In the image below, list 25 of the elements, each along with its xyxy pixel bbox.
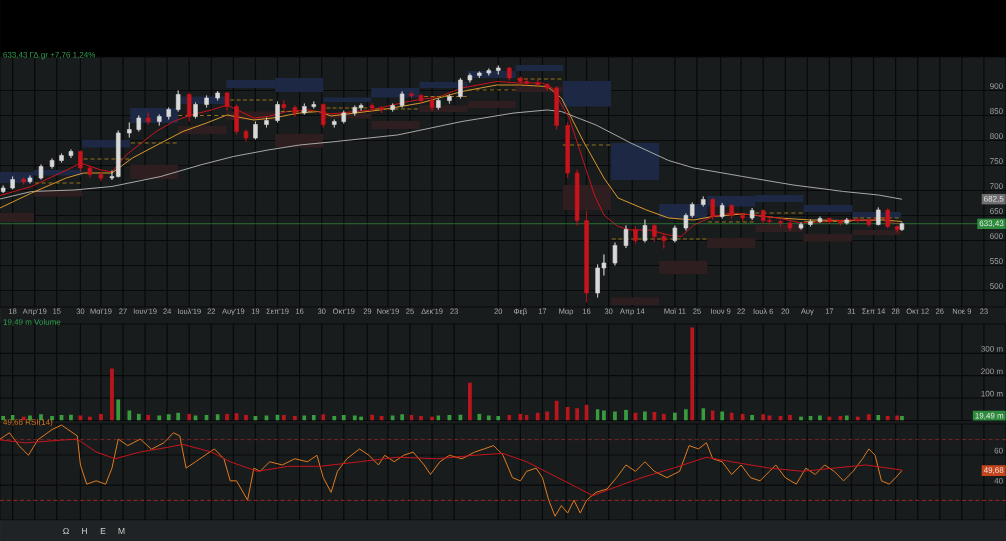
annotation: 682,5 <box>984 195 1004 203</box>
chart-title: 19,49 m Volume <box>3 318 61 326</box>
y-tick-label: 900 <box>990 83 1003 89</box>
y-tick-label: 200 m <box>981 368 1003 375</box>
y-tick-label: 550 <box>990 258 1003 264</box>
y-tick-label: 300 m <box>981 346 1003 352</box>
text: Μ <box>118 528 125 534</box>
y-tick-label: 600 <box>990 233 1003 239</box>
annotation: 49,68 <box>983 467 1004 474</box>
y-tick-label: 500 <box>990 283 1003 289</box>
y-tick-label: 800 <box>990 133 1003 139</box>
text: Ε <box>100 528 106 534</box>
y-tick-label: 850 <box>990 108 1003 114</box>
y-tick-label: 40 <box>994 477 1003 484</box>
y-tick-label: 700 <box>990 183 1003 189</box>
text: Η <box>82 528 87 534</box>
annotation: 19,49 m <box>975 412 1004 420</box>
y-tick-label: 100 m <box>981 390 1003 397</box>
y-tick-label: 750 <box>990 158 1003 164</box>
ref-line-label: 633,43 <box>979 220 1004 228</box>
chart-title: 49,68 RSI(14) <box>3 418 53 427</box>
text: Ω <box>63 527 69 535</box>
y-tick-label: 60 <box>994 447 1003 454</box>
chart-title: 633,43 ΓΔ.gr +7,76 1,24% <box>3 51 96 60</box>
y-tick-label: 650 <box>990 208 1003 214</box>
